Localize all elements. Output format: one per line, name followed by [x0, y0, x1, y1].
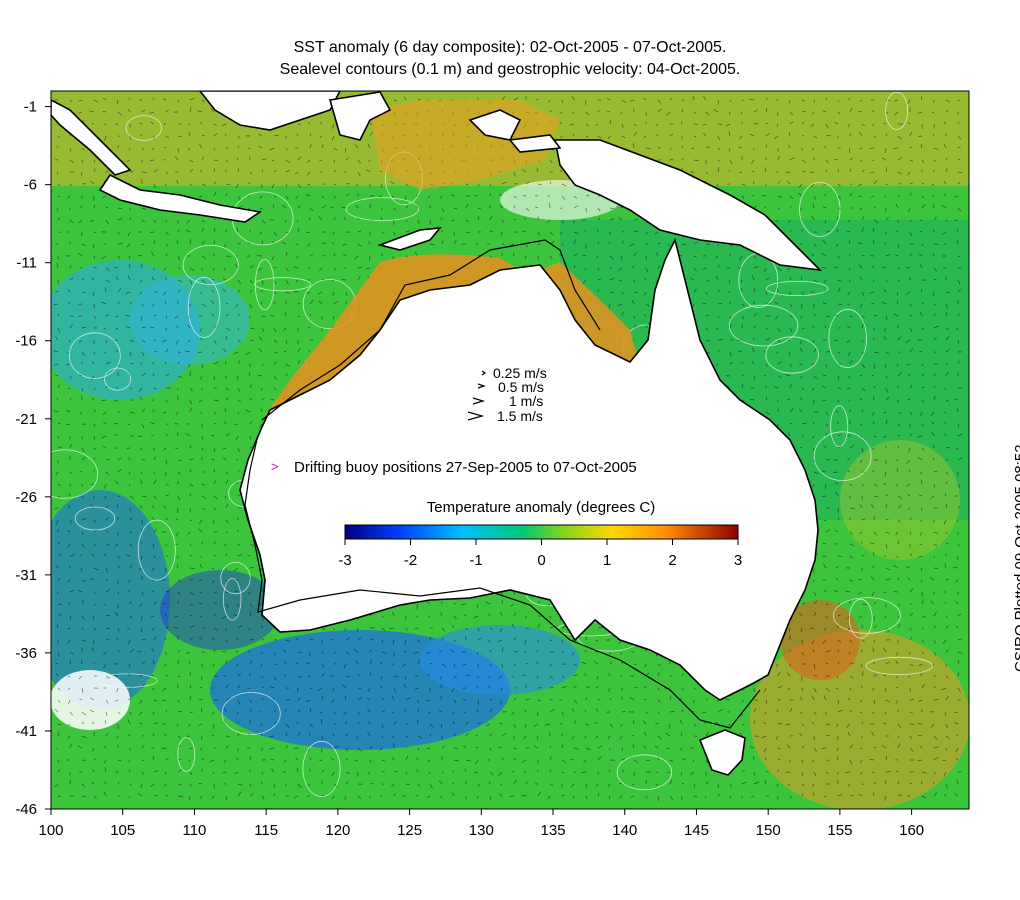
colorbar-tick-label: -2	[404, 552, 417, 569]
cool-patch-southwest	[51, 490, 170, 710]
plot-frame	[50, 90, 970, 810]
colorbar-tick-label: 1	[603, 552, 611, 569]
colorbar-tick-label: 3	[734, 552, 742, 569]
new-guinea-land	[554, 139, 823, 272]
cool-patch-bight	[420, 625, 580, 695]
map-title-line2: Sealevel contours (0.1 m) and geostrophi…	[279, 61, 741, 78]
longitude-axis: 100 105 110 115 120 125 130 135 140 145 150 155 160	[38, 809, 924, 839]
lon-tick-label: 135	[541, 822, 566, 839]
colorbar-tick-label: -3	[338, 552, 351, 569]
buoy-symbol-icon: >	[271, 459, 279, 474]
lon-tick-label: 120	[325, 822, 350, 839]
velocity-label-1: 1 m/s	[509, 393, 543, 409]
velocity-label-1-5: 1.5 m/s	[497, 408, 543, 424]
buoy-legend-label: Drifting buoy positions 27-Sep-2005 to 0…	[294, 459, 637, 476]
lat-tick-label: -36	[15, 645, 37, 662]
java-land	[98, 173, 263, 223]
lat-tick-label: -46	[15, 801, 37, 818]
velocity-legend: 0.25 m/s 0.5 m/s 1 m/s 1.5 m/s	[467, 365, 547, 424]
warm-eddy-east	[780, 600, 860, 680]
halmahera-land	[468, 109, 522, 141]
lat-tick-label: -31	[15, 567, 37, 584]
lat-tick-label: -11	[16, 255, 37, 272]
buoy-legend: > Drifting buoy positions 27-Sep-2005 to…	[271, 459, 637, 476]
colorbar-ticks: -3 -2 -1 0 1 2 3	[338, 539, 742, 569]
cloud-mask-sw	[51, 670, 130, 730]
lon-tick-label: 100	[38, 822, 63, 839]
lat-tick-label: -16	[15, 333, 37, 350]
latitude-axis: -1 -6 -11 -16 -21 -26 -31 -36 -41 -46	[15, 99, 51, 818]
lon-tick-label: 105	[110, 822, 135, 839]
shelf-contour-south	[244, 434, 761, 729]
sumatra-land	[51, 99, 132, 176]
arrow-icon-0-5	[477, 383, 486, 389]
lon-tick-label: 115	[254, 822, 278, 839]
colorbar-tick-label: 2	[668, 552, 676, 569]
sulawesi-land	[328, 91, 392, 141]
map-title-line1: SST anomaly (6 day composite): 02-Oct-20…	[293, 39, 727, 56]
lat-tick-label: -41	[15, 723, 37, 740]
land	[51, 91, 823, 776]
borneo-land	[198, 91, 341, 131]
lon-tick-label: 145	[684, 822, 709, 839]
timor-land	[377, 227, 442, 251]
warm-patch-tasman	[750, 630, 969, 809]
velocity-label-0-25: 0.25 m/s	[493, 365, 547, 381]
colorbar: Temperature anomaly (degrees C) -3 -2 -1 0 1…	[338, 499, 742, 569]
lon-tick-label: 160	[899, 822, 924, 839]
warm-patch-east	[840, 440, 960, 560]
arrow-icon-1-5	[467, 411, 485, 421]
shelf-contour-north	[261, 239, 601, 421]
colorbar-tick-label: -1	[469, 552, 482, 569]
sst-field	[51, 91, 969, 809]
cool-patch-sw2	[160, 570, 280, 650]
tasmania-land	[698, 729, 746, 776]
seram-land	[508, 134, 562, 153]
lat-tick-label: -6	[24, 177, 37, 194]
lon-tick-label: 150	[756, 822, 781, 839]
lon-tick-label: 155	[827, 822, 852, 839]
lon-tick-label: 110	[182, 822, 206, 839]
velocity-label-0-5: 0.5 m/s	[498, 379, 544, 395]
lon-tick-label: 130	[469, 822, 494, 839]
arrow-icon-0-25	[481, 370, 487, 376]
colorbar-tick-label: 0	[537, 552, 545, 569]
lon-tick-label: 140	[612, 822, 637, 839]
arrow-icon-1	[472, 397, 486, 405]
credit-text: CSIRO Plotted 09-Oct-2005 08:52	[1012, 444, 1020, 672]
colorbar-title: Temperature anomaly (degrees C)	[427, 499, 655, 516]
australia-land	[239, 237, 819, 701]
lat-tick-label: -21	[15, 411, 37, 428]
lon-tick-label: 125	[397, 822, 422, 839]
lat-tick-label: -1	[24, 99, 37, 116]
lat-tick-label: -26	[15, 489, 37, 506]
colorbar-ramp	[344, 524, 739, 540]
